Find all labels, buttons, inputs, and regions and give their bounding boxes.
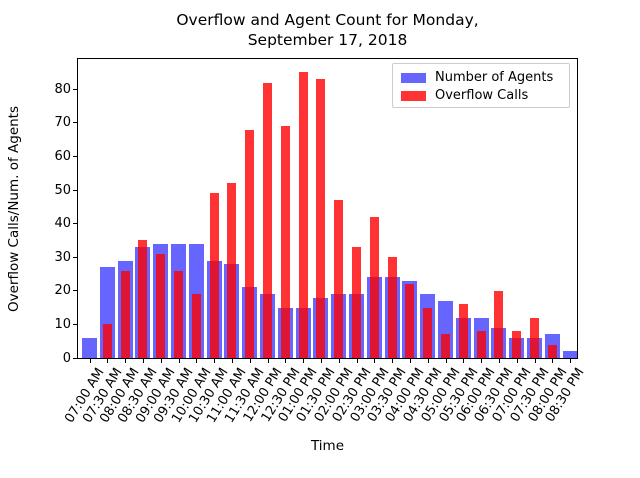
bar-overflow: [387, 257, 397, 358]
legend: Number of Agents Overflow Calls: [392, 63, 570, 108]
chart-title-line2: September 17, 2018: [247, 31, 408, 49]
x-tick-mark: [498, 359, 500, 363]
bar-overflow: [209, 193, 219, 358]
legend-item-overflow: Overflow Calls: [401, 88, 561, 103]
bar-overflow: [423, 307, 433, 358]
x-tick-mark: [534, 359, 536, 363]
x-tick-mark: [392, 359, 394, 363]
x-tick-mark: [214, 359, 216, 363]
chart-title: Overflow and Agent Count for Monday, Sep…: [78, 10, 577, 50]
x-tick-mark: [552, 359, 554, 363]
bar-overflow: [530, 317, 539, 358]
y-tick-label: 30: [54, 249, 71, 265]
x-tick-mark: [231, 359, 233, 363]
plot-area: [77, 58, 578, 359]
x-tick-mark: [445, 359, 447, 363]
bar-overflow: [138, 240, 148, 358]
bar-overflow: [352, 247, 361, 358]
x-tick-mark: [160, 359, 162, 363]
x-tick-mark: [142, 359, 144, 363]
y-tick-label: 70: [54, 115, 71, 131]
bar-overflow: [494, 290, 504, 358]
y-tick-label: 20: [54, 283, 71, 299]
y-tick-label: 10: [54, 316, 71, 332]
x-tick-mark: [89, 359, 91, 363]
x-tick-mark: [374, 359, 376, 363]
y-axis-label: Overflow Calls/Num. of Agents: [6, 105, 22, 313]
y-tick-mark: [73, 122, 77, 124]
legend-label-overflow: Overflow Calls: [435, 88, 529, 103]
bar-agents: [562, 351, 577, 358]
bar-overflow: [547, 344, 557, 358]
bar-overflow: [458, 304, 468, 358]
x-tick-mark: [249, 359, 251, 363]
y-tick-label: 60: [54, 148, 71, 164]
y-tick-mark: [73, 155, 77, 157]
x-axis-label: Time: [310, 438, 345, 454]
bar-overflow: [512, 331, 522, 358]
x-tick-mark: [125, 359, 127, 363]
legend-item-agents: Number of Agents: [401, 70, 561, 85]
y-tick-mark: [73, 357, 77, 359]
bar-overflow: [191, 294, 201, 358]
bar-agents: [82, 337, 97, 358]
x-tick-mark: [338, 359, 340, 363]
bar-overflow: [174, 270, 183, 358]
bar-overflow: [280, 126, 290, 358]
bar-overflow: [316, 79, 326, 358]
overflow-swatch-icon: [401, 90, 426, 101]
y-tick-mark: [73, 290, 77, 292]
x-tick-mark: [178, 359, 180, 363]
bar-overflow: [227, 183, 237, 358]
bar-overflow: [405, 284, 415, 358]
y-tick-label: 40: [54, 216, 71, 232]
bar-overflow: [263, 82, 272, 358]
y-tick-label: 80: [54, 81, 71, 97]
bar-overflow: [441, 334, 450, 358]
legend-label-agents: Number of Agents: [435, 70, 554, 85]
agents-swatch-icon: [401, 72, 426, 83]
x-tick-mark: [481, 359, 483, 363]
bar-overflow: [245, 129, 255, 358]
y-tick-mark: [73, 189, 77, 191]
x-tick-mark: [107, 359, 109, 363]
x-tick-mark: [427, 359, 429, 363]
y-tick-label: 50: [54, 182, 71, 198]
x-tick-mark: [516, 359, 518, 363]
bar-overflow: [156, 253, 166, 358]
bar-overflow: [120, 270, 130, 358]
x-tick-mark: [320, 359, 322, 363]
bar-overflow: [476, 331, 486, 358]
chart-title-line1: Overflow and Agent Count for Monday,: [176, 11, 479, 29]
x-tick-mark: [267, 359, 269, 363]
x-tick-mark: [570, 359, 572, 363]
x-tick-mark: [409, 359, 411, 363]
x-tick-mark: [303, 359, 305, 363]
bar-overflow: [298, 72, 308, 358]
bar-overflow: [102, 324, 112, 358]
y-tick-mark: [73, 323, 77, 325]
x-tick-mark: [356, 359, 358, 363]
x-tick-mark: [463, 359, 465, 363]
y-tick-label: 0: [62, 350, 71, 366]
y-tick-mark: [73, 223, 77, 225]
x-tick-mark: [196, 359, 198, 363]
bar-overflow: [334, 200, 344, 358]
y-tick-mark: [73, 256, 77, 258]
x-tick-mark: [285, 359, 287, 363]
bar-overflow: [369, 216, 379, 358]
y-tick-mark: [73, 88, 77, 90]
